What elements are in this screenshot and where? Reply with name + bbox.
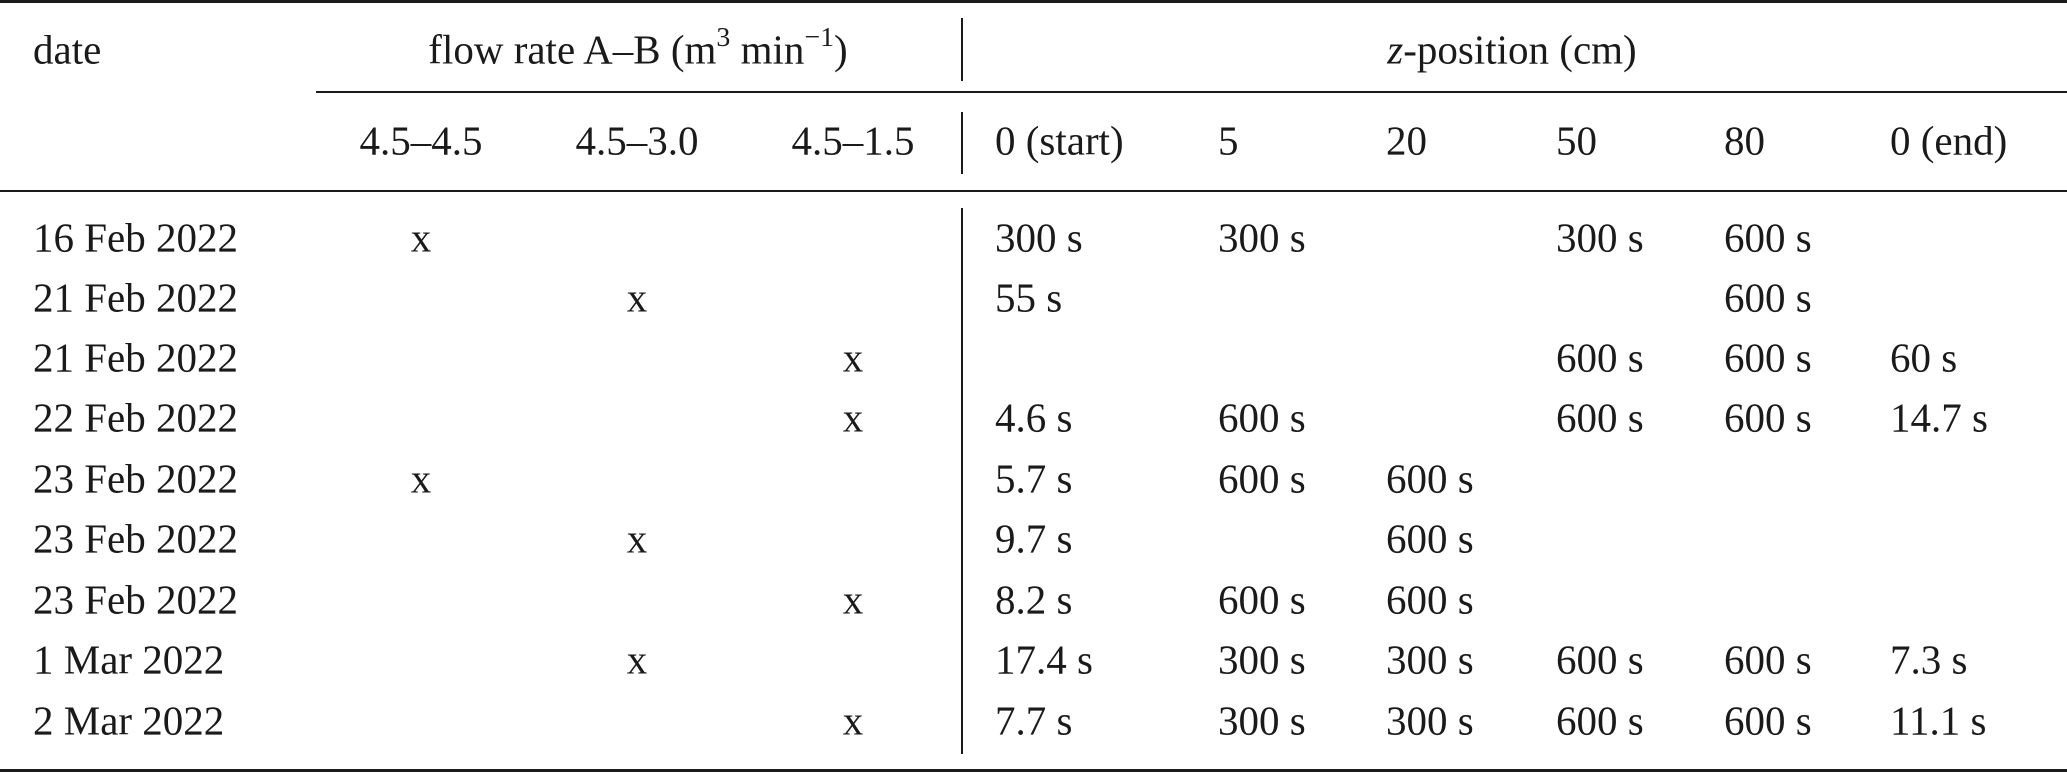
flow-mark-cell: x: [410, 214, 432, 261]
exposure-time-cell: 5.7 s: [995, 455, 1073, 502]
exposure-time-cell: 600 s: [1556, 394, 1644, 441]
flow-mark-cell: x: [626, 515, 648, 562]
flow-column-header: 4.5–3.0: [575, 117, 699, 164]
exposure-time-cell: 7.3 s: [1890, 636, 1968, 683]
column-separator: [961, 208, 963, 754]
exposure-time-cell: 600 s: [1724, 214, 1812, 261]
z-label-italic: z: [1387, 26, 1404, 73]
flow-mark-cell: x: [410, 455, 432, 502]
z-column-header: 20: [1386, 117, 1427, 164]
flow-label-suffix: ): [834, 26, 848, 73]
header-flow-rate: flow rate A–B (m3 min−1): [428, 24, 848, 73]
flow-column-header: 4.5–1.5: [791, 117, 915, 164]
z-column-header: 0 (end): [1890, 117, 2008, 164]
exposure-time-cell: 300 s: [1556, 214, 1644, 261]
z-column-header: 0 (start): [995, 117, 1124, 164]
exposure-time-cell: 300 s: [1386, 636, 1474, 683]
column-separator: [961, 112, 963, 174]
exposure-time-cell: 8.2 s: [995, 576, 1073, 623]
z-column-header: 80: [1724, 117, 1765, 164]
exposure-time-cell: 300 s: [1218, 697, 1306, 744]
flow-mark-cell: x: [842, 576, 864, 623]
exposure-time-cell: 600 s: [1724, 636, 1812, 683]
date-cell: 23 Feb 2022: [33, 515, 238, 562]
exposure-time-cell: 600 s: [1724, 697, 1812, 744]
flow-label-sup1: 3: [716, 22, 731, 54]
date-cell: 23 Feb 2022: [33, 576, 238, 623]
exposure-time-cell: 4.6 s: [995, 394, 1073, 441]
flow-group-underline: [316, 91, 962, 93]
header-date: date: [33, 26, 102, 73]
exposure-time-cell: 300 s: [995, 214, 1083, 261]
flow-mark-cell: x: [626, 274, 648, 321]
exposure-time-cell: 600 s: [1556, 334, 1644, 381]
exposure-time-cell: 14.7 s: [1890, 394, 1988, 441]
flow-mark-cell: x: [842, 697, 864, 744]
exposure-time-cell: 600 s: [1386, 576, 1474, 623]
date-cell: 22 Feb 2022: [33, 394, 238, 441]
date-cell: 2 Mar 2022: [33, 697, 225, 744]
exposure-time-cell: 300 s: [1218, 214, 1306, 261]
exposure-time-cell: 600 s: [1386, 455, 1474, 502]
exposure-time-cell: 9.7 s: [995, 515, 1073, 562]
exposure-time-cell: 600 s: [1724, 394, 1812, 441]
exposure-time-cell: 17.4 s: [995, 636, 1093, 683]
column-separator: [961, 18, 963, 81]
exposure-time-cell: 600 s: [1218, 455, 1306, 502]
exposure-time-cell: 60 s: [1890, 334, 1958, 381]
z-column-header: 5: [1218, 117, 1239, 164]
flow-label-middle: min: [730, 26, 805, 73]
exposure-time-cell: 300 s: [1218, 636, 1306, 683]
exposure-time-cell: 11.1 s: [1890, 697, 1987, 744]
date-cell: 21 Feb 2022: [33, 274, 238, 321]
flow-mark-cell: x: [842, 334, 864, 381]
exposure-time-cell: 600 s: [1218, 394, 1306, 441]
z-column-header: 50: [1556, 117, 1597, 164]
date-cell: 23 Feb 2022: [33, 455, 238, 502]
flow-column-header: 4.5–4.5: [359, 117, 483, 164]
flow-label-sup2: −1: [804, 22, 835, 54]
z-label-rest: -position (cm): [1403, 26, 1637, 73]
exposure-time-cell: 600 s: [1556, 636, 1644, 683]
exposure-time-cell: 600 s: [1724, 274, 1812, 321]
flow-mark-cell: x: [842, 394, 864, 441]
bottom-rule: [0, 769, 2067, 772]
exposure-time-cell: 55 s: [995, 274, 1063, 321]
top-rule: [0, 0, 2067, 3]
exposure-time-cell: 600 s: [1386, 515, 1474, 562]
date-cell: 16 Feb 2022: [33, 214, 238, 261]
header-rule: [0, 190, 2067, 192]
flow-mark-cell: x: [626, 636, 648, 683]
header-z-position: z-position (cm): [1387, 26, 1637, 73]
date-cell: 1 Mar 2022: [33, 636, 225, 683]
z-group-underline: [962, 91, 2067, 93]
flow-label-prefix: flow rate A–B (m: [428, 26, 717, 73]
exposure-time-cell: 600 s: [1724, 334, 1812, 381]
exposure-time-cell: 7.7 s: [995, 697, 1073, 744]
exposure-time-cell: 300 s: [1386, 697, 1474, 744]
date-cell: 21 Feb 2022: [33, 334, 238, 381]
exposure-time-cell: 600 s: [1218, 576, 1306, 623]
exposure-time-cell: 600 s: [1556, 697, 1644, 744]
